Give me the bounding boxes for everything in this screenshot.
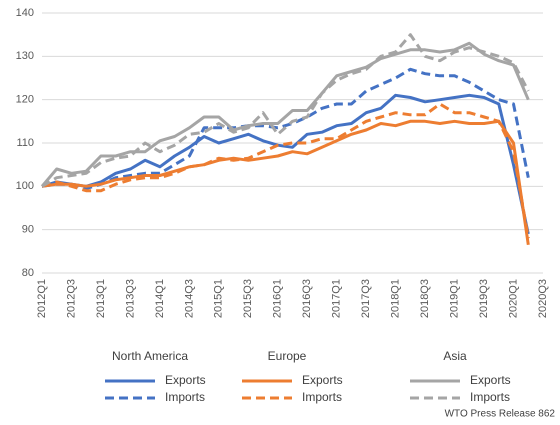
y-tick-label: 120 bbox=[16, 94, 34, 106]
x-tick-label: 2019Q1 bbox=[448, 279, 460, 318]
x-tick-label: 2020Q1 bbox=[507, 279, 519, 318]
y-tick-label: 130 bbox=[16, 50, 34, 62]
legend-group-title: Europe bbox=[268, 349, 307, 363]
legend-label: Imports bbox=[165, 390, 205, 404]
x-tick-label: 2018Q3 bbox=[419, 279, 431, 318]
x-tick-label: 2016Q3 bbox=[301, 279, 313, 318]
legend-group-title: Asia bbox=[443, 349, 467, 363]
legend-label: Imports bbox=[470, 390, 510, 404]
source-note: WTO Press Release 862 bbox=[445, 409, 556, 420]
series-line bbox=[41, 93, 530, 235]
x-tick-label: 2015Q1 bbox=[213, 279, 225, 318]
y-tick-label: 100 bbox=[16, 180, 34, 192]
x-tick-label: 2013Q3 bbox=[124, 279, 136, 318]
x-tick-label: 2016Q1 bbox=[272, 279, 284, 318]
x-tick-label: 2017Q1 bbox=[331, 279, 343, 318]
x-tick-label: 2012Q3 bbox=[65, 279, 77, 318]
x-tick-label: 2015Q3 bbox=[242, 279, 254, 318]
x-tick-label: 2020Q3 bbox=[537, 279, 549, 318]
y-tick-label: 110 bbox=[16, 137, 34, 149]
y-tick-label: 90 bbox=[22, 224, 34, 236]
x-tick-label: 2013Q1 bbox=[95, 279, 107, 318]
x-tick-label: 2014Q1 bbox=[154, 279, 166, 318]
legend-label: Imports bbox=[302, 390, 342, 404]
legend-label: Exports bbox=[302, 373, 343, 387]
x-tick-label: 2018Q1 bbox=[390, 279, 402, 318]
legend-label: Exports bbox=[165, 373, 206, 387]
series-line bbox=[41, 119, 530, 246]
legend-label: Exports bbox=[470, 373, 511, 387]
legend-group-title: North America bbox=[112, 349, 188, 363]
x-tick-label: 2017Q3 bbox=[360, 279, 372, 318]
y-tick-label: 80 bbox=[22, 267, 34, 279]
series-line bbox=[41, 102, 530, 239]
y-tick-label: 140 bbox=[16, 7, 34, 19]
x-tick-label: 2012Q1 bbox=[36, 279, 48, 318]
series-line bbox=[41, 67, 530, 190]
series-line bbox=[41, 33, 530, 188]
series-line bbox=[40, 41, 530, 188]
x-tick-label: 2014Q3 bbox=[183, 279, 195, 318]
x-tick-label: 2019Q3 bbox=[478, 279, 490, 318]
